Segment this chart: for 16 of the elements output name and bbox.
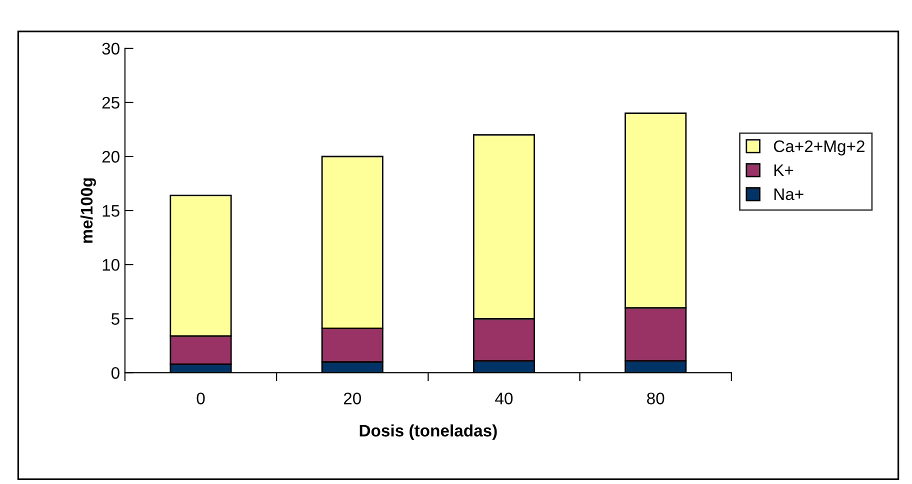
- y-tick-label: 15: [102, 205, 120, 217]
- x-tick-label: 80: [647, 392, 664, 404]
- y-axis-title: me/100g: [80, 178, 96, 243]
- y-tick-label: 5: [111, 313, 120, 325]
- x-tick-label: 0: [196, 392, 205, 404]
- legend-label: Na+: [774, 188, 804, 200]
- y-tick-label: 0: [111, 367, 120, 379]
- y-tick-label: 20: [102, 150, 120, 163]
- y-tick-label: 10: [102, 258, 120, 271]
- y-tick-label: 30: [102, 42, 120, 55]
- x-axis-title: Dosis (toneladas): [360, 424, 497, 440]
- legend-label: K+: [774, 164, 794, 176]
- legend-label: Ca+2+Mg+2: [774, 140, 864, 156]
- y-tick-label: 25: [102, 96, 120, 109]
- x-tick-label: 20: [344, 392, 361, 404]
- x-tick-label: 40: [495, 392, 513, 404]
